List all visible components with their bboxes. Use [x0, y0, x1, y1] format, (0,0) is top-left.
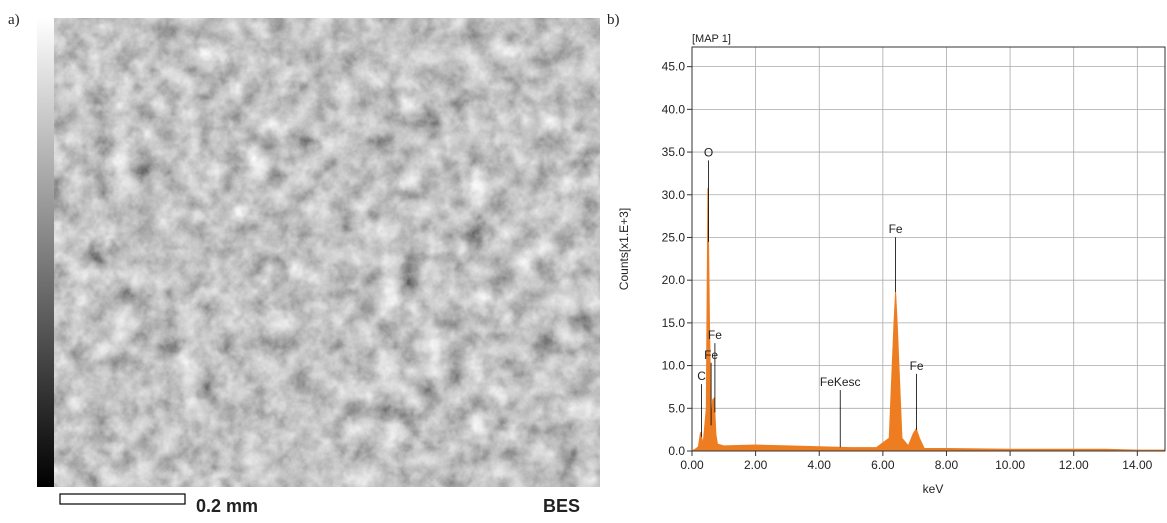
y-tick-label: 25.0 [662, 230, 686, 244]
panel-label: b) [607, 12, 620, 28]
scale-bar-label: 0.2 mm [196, 496, 258, 516]
y-tick-label: 30.0 [662, 188, 686, 202]
x-tick-label: 14.00 [1122, 458, 1152, 472]
plot-frame [691, 46, 1166, 451]
scale-bar [59, 493, 186, 505]
peak-label: Fe [889, 222, 903, 236]
y-tick-label: 0.0 [668, 444, 685, 458]
x-tick-label: 0.00 [680, 458, 704, 472]
panel-label: a) [8, 12, 20, 28]
y-tick-label: 5.0 [668, 401, 685, 415]
peak-label: Fe [910, 359, 924, 373]
x-tick-label: 8.00 [935, 458, 959, 472]
peak-label: C [697, 369, 706, 383]
y-tick-label: 35.0 [662, 145, 686, 159]
sem-image [54, 18, 600, 487]
peak-label: Fe [704, 348, 718, 362]
x-axis-label: keV [923, 482, 944, 496]
y-tick-label: 45.0 [662, 60, 686, 74]
y-tick-label: 40.0 [662, 102, 686, 116]
x-tick-label: 12.00 [1059, 458, 1089, 472]
gray-scale-bar [37, 18, 54, 487]
y-tick-label: 15.0 [662, 316, 686, 330]
x-tick-label: 4.00 [808, 458, 832, 472]
y-axis-label: Counts[x1.E+3] [617, 208, 631, 290]
y-tick-label: 10.0 [662, 359, 686, 373]
x-tick-label: 10.00 [995, 458, 1025, 472]
peak-label: Fe [708, 328, 722, 342]
peak-label: O [704, 145, 713, 159]
x-tick-label: 2.00 [744, 458, 768, 472]
x-tick-label: 6.00 [871, 458, 895, 472]
chart-title: [MAP 1] [692, 33, 731, 45]
spectrum [691, 187, 1166, 452]
mode-label: BES [543, 496, 580, 516]
peak-label: FeKesc [820, 375, 861, 389]
y-tick-label: 20.0 [662, 273, 686, 287]
